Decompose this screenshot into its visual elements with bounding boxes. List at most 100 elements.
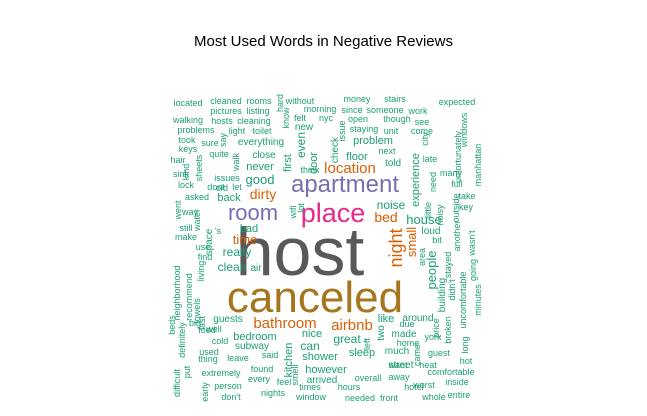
cloud-word: 's <box>215 226 222 236</box>
cloud-word: air <box>250 263 262 274</box>
cloud-word: shower <box>302 351 338 363</box>
cloud-word: money <box>343 94 371 104</box>
cloud-word: still <box>180 223 193 233</box>
cloud-word: need <box>428 172 438 192</box>
cloud-word: inside <box>445 377 469 387</box>
cloud-word: sink <box>173 169 190 179</box>
cloud-word: loud <box>422 226 441 237</box>
cloud-word: old <box>216 183 228 193</box>
cloud-word: many <box>440 168 463 178</box>
cloud-word: listing <box>246 106 269 116</box>
cloud-word: put <box>182 365 192 378</box>
cloud-word: people <box>424 250 439 289</box>
cloud-word: sheets <box>194 154 204 181</box>
cloud-word: know <box>281 107 291 129</box>
cloud-word: manhattan <box>473 144 483 187</box>
cloud-word: windows <box>459 112 469 148</box>
cloud-word: unfortunately <box>453 130 463 183</box>
cloud-word: think <box>300 165 320 175</box>
cloud-word: close <box>252 150 276 161</box>
cloud-word: two <box>376 325 387 341</box>
cloud-word: early <box>200 382 210 402</box>
cloud-word: issues <box>214 173 240 183</box>
cloud-word: don't <box>221 392 241 402</box>
cloud-word: toilet <box>252 126 272 136</box>
cloud-word: wifi <box>288 206 298 220</box>
cloud-word: made <box>391 329 416 340</box>
cloud-word: bad <box>240 223 258 235</box>
cloud-word: times <box>299 382 321 392</box>
cloud-word: leave <box>227 353 249 363</box>
cloud-word: clean <box>218 260 247 274</box>
cloud-word: lock <box>178 180 195 190</box>
cloud-word: street <box>388 360 413 371</box>
cloud-word: unit <box>384 126 399 136</box>
cloud-word: building <box>437 278 448 312</box>
cloud-word: like <box>378 313 395 325</box>
cloud-word: noisy <box>435 204 445 226</box>
cloud-word: open <box>348 114 368 124</box>
cloud-word: said <box>262 350 279 360</box>
cloud-word: never <box>246 161 274 173</box>
cloud-word: smell <box>290 364 300 385</box>
cloud-word: definitely <box>177 322 187 358</box>
cloud-word: stairs <box>384 94 406 104</box>
cloud-word: comfortable <box>427 367 474 377</box>
cloud-word: key <box>459 202 474 212</box>
cloud-word: big <box>189 318 201 328</box>
cloud-word: well <box>205 324 222 334</box>
cloud-word: used <box>199 347 219 357</box>
cloud-word: first <box>282 154 294 172</box>
cloud-word: can <box>300 339 319 353</box>
cloud-word: rooms <box>246 96 272 106</box>
cloud-word: pictures <box>210 106 242 116</box>
cloud-word: place <box>301 198 366 228</box>
cloud-word: door <box>308 152 320 174</box>
cloud-word: house <box>406 212 441 227</box>
cloud-word: found <box>251 364 274 374</box>
cloud-word: guests <box>213 314 242 325</box>
cloud-word: work <box>407 106 428 116</box>
cloud-word: great <box>333 332 361 346</box>
cloud-word: hard <box>275 94 285 112</box>
cloud-word: towels <box>192 298 202 324</box>
cloud-word: really <box>223 245 252 259</box>
cloud-word: take <box>458 191 475 201</box>
cloud-word: located <box>173 98 202 108</box>
cloud-word: entire <box>448 390 471 400</box>
cloud-word: living <box>196 261 206 282</box>
cloud-word: worst <box>412 380 435 390</box>
cloud-word: long <box>460 336 470 353</box>
cloud-word: time <box>233 232 258 247</box>
cloud-word: came <box>412 344 422 366</box>
cloud-word: another <box>452 221 462 252</box>
cloud-word: quite <box>209 149 229 159</box>
cloud-word: told <box>385 158 401 169</box>
cloud-word: person <box>214 381 242 391</box>
cloud-word: hours <box>338 382 361 392</box>
cloud-word: sleep <box>349 347 375 359</box>
cloud-word: sure <box>201 138 219 148</box>
cloud-word: noise <box>377 198 406 212</box>
cloud-word: thing <box>198 354 218 364</box>
cloud-word: hair <box>170 155 185 165</box>
cloud-word: without <box>285 96 315 106</box>
cloud-word: nyc <box>319 113 334 123</box>
cloud-word: dont <box>207 182 225 192</box>
cloud-word: extremely <box>201 368 241 378</box>
cloud-word: airbnb <box>331 317 373 334</box>
cloud-word: price <box>431 318 441 338</box>
cloud-word: water <box>192 209 202 232</box>
cloud-word: keys <box>179 144 198 154</box>
cloud-word: way <box>181 207 199 217</box>
cloud-word: canceled <box>227 273 403 322</box>
cloud-word: asked <box>185 192 209 202</box>
cloud-word: going <box>468 259 478 281</box>
cloud-word: lot <box>296 203 306 213</box>
cloud-word: needed <box>345 393 375 403</box>
cloud-word: difficult <box>172 369 182 397</box>
cloud-word: night <box>386 228 406 267</box>
cloud-word: last <box>197 316 207 331</box>
cloud-word: front <box>380 393 399 403</box>
